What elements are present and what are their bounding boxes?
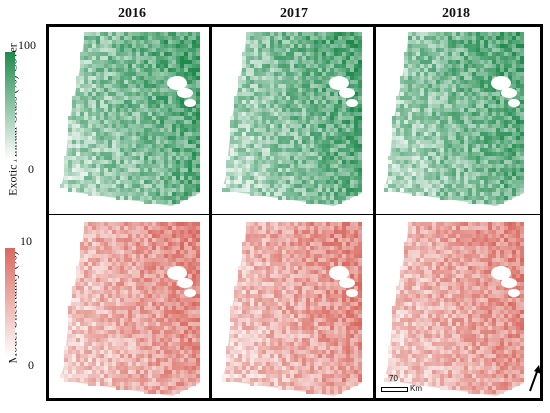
scale-bar-graphic bbox=[381, 387, 408, 392]
year-header-2017: 2017 bbox=[254, 6, 334, 22]
scale-bar-value: 70 bbox=[389, 374, 398, 383]
year-header-2016: 2016 bbox=[92, 6, 172, 22]
year-header-2018: 2018 bbox=[416, 6, 496, 22]
colorbar-min-grass: 0 bbox=[28, 162, 34, 177]
colorbar-grass-cover bbox=[5, 52, 15, 160]
scale-bar-unit: Km bbox=[410, 384, 422, 393]
colorbar-uncertainty bbox=[5, 248, 15, 358]
colorbar-min-uncertainty: 0 bbox=[28, 358, 34, 373]
column-divider-1 bbox=[209, 24, 212, 401]
row-divider bbox=[46, 214, 543, 215]
colorbar-max-grass: 100 bbox=[18, 38, 36, 53]
colorbar-max-uncertainty: 10 bbox=[20, 234, 32, 249]
column-divider-2 bbox=[373, 24, 376, 401]
north-arrow-icon bbox=[524, 364, 544, 394]
figure-frame bbox=[46, 24, 543, 401]
